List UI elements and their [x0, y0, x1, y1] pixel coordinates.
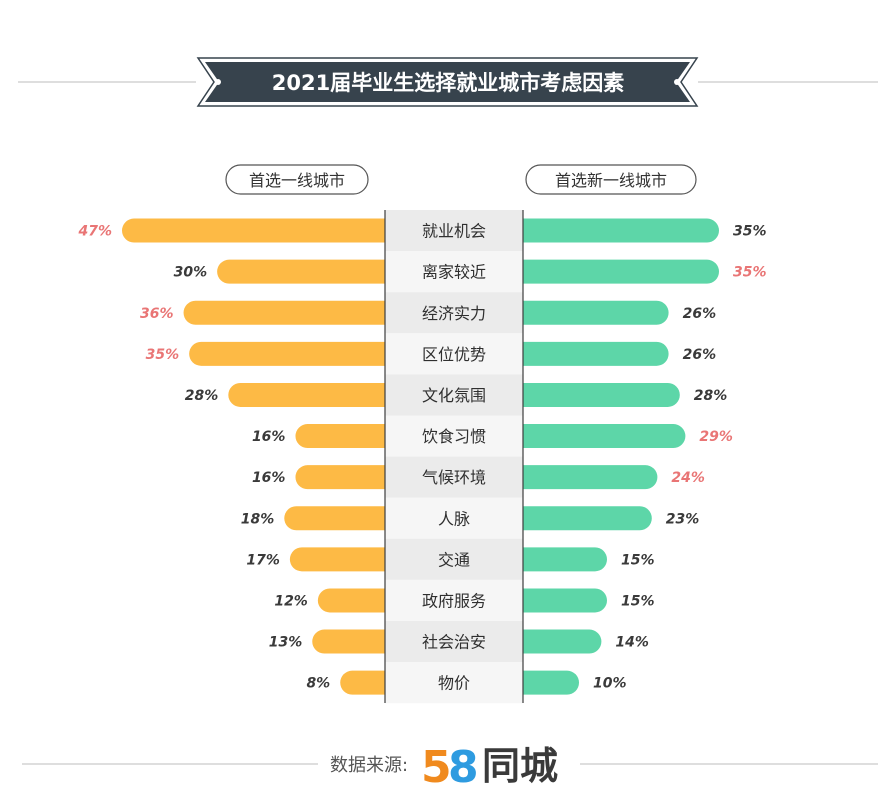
legend-right-pill — [525, 164, 697, 195]
legend-left-label: 首选一线城市 — [249, 171, 345, 190]
legend-left-pill — [225, 164, 369, 195]
value-label-new-first-tier: 35% — [733, 265, 767, 281]
value-label-first-tier: 16% — [252, 429, 286, 445]
value-label-first-tier: 28% — [185, 388, 219, 404]
bar-first-tier — [217, 259, 385, 284]
category-label: 物价 — [438, 674, 470, 693]
value-label-new-first-tier: 29% — [699, 429, 733, 445]
value-label-new-first-tier: 15% — [621, 593, 655, 609]
logo-58: 5 8 同城 — [421, 742, 558, 793]
value-label-first-tier: 30% — [174, 265, 208, 281]
bar-first-tier — [284, 506, 385, 531]
title-banner: 2021届毕业生选择就业城市考虑因素 — [18, 57, 878, 107]
value-label-new-first-tier: 15% — [621, 552, 655, 568]
category-band — [385, 662, 523, 704]
value-label-first-tier: 18% — [241, 511, 275, 527]
bar-new-first-tier — [523, 300, 669, 325]
category-band — [385, 374, 523, 416]
category-band — [385, 579, 523, 621]
value-label-new-first-tier: 23% — [666, 511, 700, 527]
value-label-first-tier: 47% — [77, 224, 112, 240]
bar-new-first-tier — [523, 382, 680, 407]
bar-new-first-tier — [523, 588, 607, 613]
bar-first-tier — [228, 382, 385, 407]
bar-first-tier — [289, 547, 385, 572]
bar-first-tier — [295, 424, 385, 449]
legend-left: 首选一线城市 — [225, 164, 369, 195]
category-label: 就业机会 — [422, 222, 486, 241]
footer: 数据来源: 5 8 同城 — [22, 742, 878, 793]
value-label-new-first-tier: 26% — [683, 347, 717, 363]
category-band — [385, 333, 523, 375]
category-band — [385, 251, 523, 293]
category-labels: 就业机会离家较近经济实力区位优势文化氛围饮食习惯气候环境人脉交通政府服务社会治安… — [422, 222, 486, 693]
category-label: 气候环境 — [422, 468, 486, 487]
value-label-first-tier: 35% — [146, 347, 180, 363]
value-label-first-tier: 36% — [140, 306, 174, 322]
value-label-first-tier: 17% — [246, 552, 280, 568]
category-label: 政府服务 — [422, 591, 486, 610]
category-label: 离家较近 — [422, 263, 486, 282]
bar-first-tier — [295, 465, 385, 490]
bar-first-tier — [189, 341, 385, 366]
bar-first-tier — [183, 300, 385, 325]
category-band — [385, 621, 523, 663]
logo-digit-5: 5 — [421, 742, 452, 793]
category-label: 区位优势 — [422, 345, 486, 364]
value-labels-new-first-tier: 35% 35% 26% 26% 28% 29% 24% 23% 15% 15% 14% 10% — [593, 224, 767, 692]
bar-first-tier — [340, 670, 385, 695]
title-fill — [205, 62, 690, 102]
value-label-new-first-tier: 35% — [733, 224, 767, 240]
value-label-new-first-tier: 28% — [694, 388, 728, 404]
bar-new-first-tier — [523, 547, 607, 572]
value-label-first-tier: 16% — [252, 470, 286, 486]
legend-right-label: 首选新一线城市 — [555, 171, 667, 190]
category-band — [385, 415, 523, 457]
value-label-first-tier: 12% — [274, 593, 308, 609]
category-label: 饮食习惯 — [422, 427, 486, 446]
category-band — [385, 538, 523, 580]
value-label-first-tier: 13% — [269, 635, 303, 651]
category-label: 经济实力 — [422, 304, 486, 323]
title-dot-right — [674, 79, 680, 85]
category-label: 社会治安 — [422, 633, 486, 652]
bar-new-first-tier — [523, 259, 719, 284]
value-label-new-first-tier: 24% — [671, 470, 705, 486]
bar-first-tier — [312, 629, 385, 654]
category-label: 交通 — [438, 550, 470, 569]
value-label-new-first-tier: 10% — [593, 676, 627, 692]
category-label: 文化氛围 — [422, 386, 486, 405]
category-band — [385, 497, 523, 539]
category-band — [385, 210, 523, 252]
value-label-new-first-tier: 26% — [683, 306, 717, 322]
source-label: 数据来源: — [330, 755, 408, 776]
bars-first-tier — [122, 218, 385, 695]
bar-new-first-tier — [523, 424, 686, 449]
logo-text: 同城 — [482, 744, 558, 788]
title-frame — [196, 57, 699, 107]
bar-first-tier — [122, 218, 385, 243]
bar-new-first-tier — [523, 465, 658, 490]
bar-first-tier — [317, 588, 385, 613]
value-label-first-tier: 8% — [306, 676, 330, 692]
bar-new-first-tier — [523, 629, 602, 654]
chart-title: 2021届毕业生选择就业城市考虑因素 — [272, 71, 624, 95]
logo-digit-8: 8 — [448, 742, 479, 793]
bar-new-first-tier — [523, 506, 652, 531]
bar-new-first-tier — [523, 341, 669, 366]
value-labels-first-tier: 47% 30% 36% 35% 28% 16% 16% 18% 17% 12% 13% 8% — [77, 224, 330, 692]
value-label-new-first-tier: 14% — [615, 635, 649, 651]
bars-new-first-tier — [523, 218, 719, 695]
bar-new-first-tier — [523, 670, 579, 695]
legend-right: 首选新一线城市 — [525, 164, 697, 195]
bar-new-first-tier — [523, 218, 719, 243]
category-bands — [385, 210, 523, 704]
category-band — [385, 456, 523, 498]
title-dot-left — [215, 79, 221, 85]
category-label: 人脉 — [438, 509, 470, 528]
category-band — [385, 292, 523, 334]
